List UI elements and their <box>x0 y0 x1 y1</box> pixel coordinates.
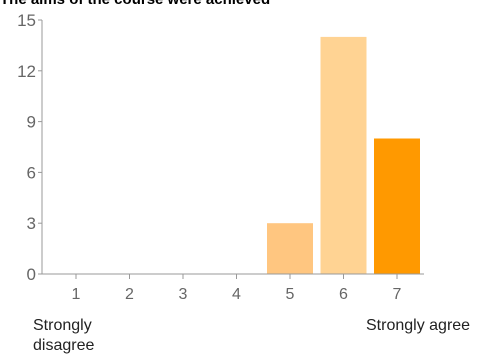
x-tick-label: 7 <box>393 286 402 303</box>
x-tick-label: 3 <box>179 286 188 303</box>
y-tick-label: 9 <box>27 113 36 132</box>
bar-7 <box>374 138 420 274</box>
x-tick-label: 1 <box>72 286 81 303</box>
y-tick-label: 6 <box>27 163 36 182</box>
x-tick-label: 4 <box>232 286 241 303</box>
x-tick-label: 2 <box>125 286 134 303</box>
chart-title: The aims of the course were achieved <box>0 0 270 8</box>
x-tick-label: 5 <box>286 286 295 303</box>
scale-low-label: Strongly disagree <box>33 317 95 354</box>
bar-5 <box>267 223 313 274</box>
x-tick-label: 6 <box>339 286 348 303</box>
y-tick-label: 3 <box>27 214 36 233</box>
y-tick-label: 12 <box>17 62 36 81</box>
y-tick-label: 15 <box>17 11 36 30</box>
scale-high-label: Strongly agree <box>366 317 471 334</box>
bar-6 <box>320 36 367 275</box>
y-tick-label: 0 <box>27 265 36 284</box>
